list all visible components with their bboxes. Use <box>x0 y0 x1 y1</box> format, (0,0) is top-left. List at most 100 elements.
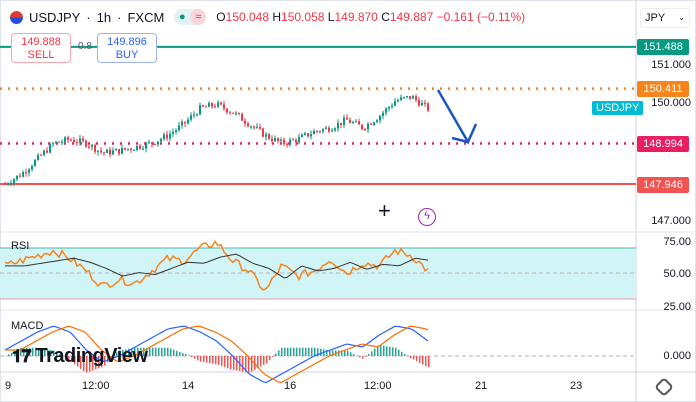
candle <box>163 134 165 140</box>
macd-histogram-bar <box>191 356 193 358</box>
sell-button[interactable]: 149.888 SELL <box>11 33 71 63</box>
tradingview-logo: 𝟏𝟕 TradingView <box>12 345 148 367</box>
rsi-axis-label: 75.00 <box>663 236 691 248</box>
candle <box>13 179 15 184</box>
candle <box>154 143 156 145</box>
macd-histogram-bar <box>203 356 205 363</box>
macd-histogram-bar <box>119 350 121 356</box>
macd-histogram-bar <box>116 352 118 356</box>
macd-histogram-bar <box>161 347 163 356</box>
macd-histogram-bar <box>206 356 208 363</box>
candle <box>373 122 375 125</box>
macd-label: MACD <box>11 320 44 332</box>
price-label: 150.000 <box>651 97 691 109</box>
macd-histogram-bar <box>41 348 43 356</box>
macd-histogram-bar <box>344 350 346 356</box>
candle <box>262 128 264 137</box>
macd-histogram-bar <box>221 356 223 366</box>
spread: 0.8 <box>78 41 92 52</box>
candle <box>253 126 255 128</box>
macd-signal-line <box>5 325 429 384</box>
macd-histogram-bar <box>269 356 271 361</box>
candle <box>274 138 276 142</box>
candle <box>16 175 18 180</box>
macd-histogram-bar <box>14 351 16 356</box>
symbol-name[interactable]: USDJPY <box>29 9 81 25</box>
macd-histogram-bar <box>56 352 58 356</box>
candle <box>115 148 117 151</box>
macd-histogram-bar <box>266 356 268 364</box>
macd-histogram-bar <box>281 347 283 356</box>
candle <box>400 97 402 101</box>
candle <box>127 148 129 150</box>
candle <box>397 100 399 102</box>
macd-histogram-bar <box>386 346 388 356</box>
macd-histogram-bar <box>425 356 427 367</box>
macd-histogram-bar <box>311 347 313 356</box>
macd-histogram-bar <box>224 356 226 368</box>
candle <box>106 149 108 153</box>
candle <box>82 138 84 141</box>
macd-histogram-bar <box>71 356 73 363</box>
macd-histogram-bar <box>113 355 115 357</box>
candle <box>76 142 78 144</box>
candle <box>10 183 12 185</box>
level-tag: 151.488 <box>637 39 689 55</box>
candle <box>121 147 123 154</box>
buy-button[interactable]: 149.896 BUY <box>97 33 157 63</box>
candle <box>85 140 87 147</box>
candle <box>178 125 180 131</box>
macd-histogram-bar <box>236 356 238 371</box>
candle <box>286 143 288 145</box>
candle <box>211 103 213 107</box>
candle <box>94 144 96 152</box>
candle <box>250 126 252 128</box>
candle <box>103 152 105 154</box>
candle <box>295 139 297 143</box>
candle <box>391 105 393 108</box>
macd-histogram-bar <box>398 349 400 356</box>
macd-histogram-bar <box>353 353 355 356</box>
candle <box>352 122 354 124</box>
rsi-ma-line <box>5 253 429 279</box>
chevron-down-icon: ⌄ <box>678 13 685 22</box>
macd-histogram-bar <box>83 356 85 372</box>
candle <box>37 154 39 160</box>
macd-histogram-bar <box>368 354 370 356</box>
candle <box>271 138 273 142</box>
candle <box>151 142 153 144</box>
candle <box>412 96 414 99</box>
macd-histogram-bar <box>290 347 292 356</box>
candle <box>361 124 363 130</box>
macd-histogram-bar <box>122 349 124 356</box>
rsi-axis-label: 25.00 <box>663 301 691 313</box>
candle <box>292 139 294 141</box>
macd-histogram-bar <box>233 356 235 370</box>
candle <box>124 147 126 150</box>
time-label: 12:00 <box>364 380 392 392</box>
candle <box>28 169 30 173</box>
price-label: 147.000 <box>651 215 691 227</box>
interval[interactable]: 1h <box>96 9 112 25</box>
candle <box>334 128 336 131</box>
macd-histogram-bar <box>227 356 229 369</box>
time-label: 16 <box>284 380 297 392</box>
candle <box>214 106 216 108</box>
candle <box>100 150 102 153</box>
macd-histogram-bar <box>299 347 301 356</box>
lightning-icon[interactable]: ϟ <box>418 208 436 226</box>
candle <box>376 120 378 123</box>
candle <box>145 142 147 149</box>
macd-histogram-bar <box>185 353 187 356</box>
candle <box>370 123 372 125</box>
currency-select[interactable]: JPY ⌄ <box>640 8 690 28</box>
delayed-data-icon[interactable]: ≈ <box>190 9 207 25</box>
macd-histogram-bar <box>278 350 280 356</box>
candle <box>40 154 42 156</box>
candle <box>205 106 207 108</box>
macd-histogram-bar <box>68 356 70 361</box>
candle <box>49 144 51 153</box>
price-label: 151.000 <box>651 59 691 71</box>
macd-histogram-bar <box>134 347 136 356</box>
